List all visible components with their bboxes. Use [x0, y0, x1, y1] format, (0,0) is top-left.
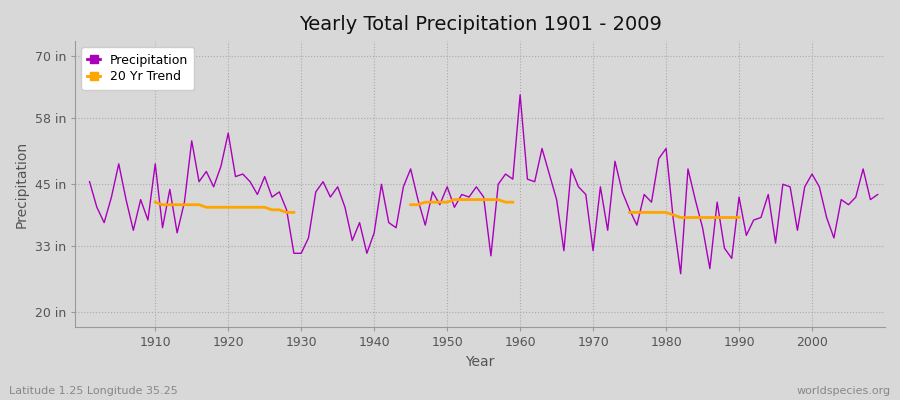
X-axis label: Year: Year [465, 355, 495, 369]
Legend: Precipitation, 20 Yr Trend: Precipitation, 20 Yr Trend [81, 47, 194, 90]
Text: Latitude 1.25 Longitude 35.25: Latitude 1.25 Longitude 35.25 [9, 386, 178, 396]
Title: Yearly Total Precipitation 1901 - 2009: Yearly Total Precipitation 1901 - 2009 [299, 15, 662, 34]
Text: worldspecies.org: worldspecies.org [796, 386, 891, 396]
Y-axis label: Precipitation: Precipitation [15, 141, 29, 228]
